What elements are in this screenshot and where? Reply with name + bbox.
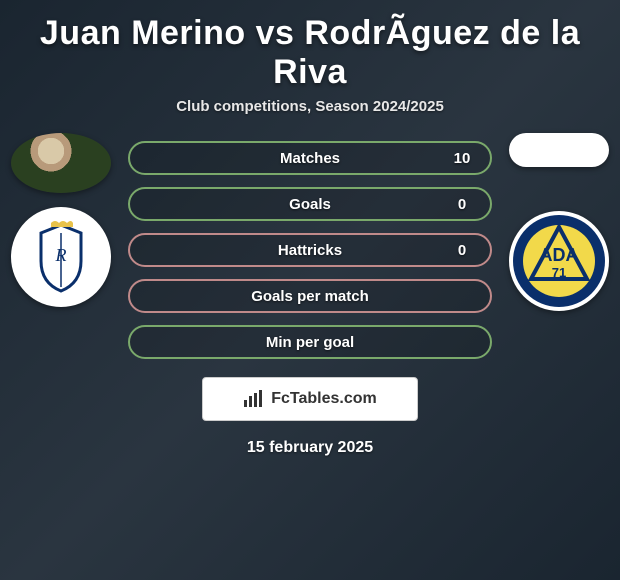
player-right-avatar (509, 133, 609, 167)
comparison-date: 15 february 2025 (0, 439, 620, 457)
player-right-club-badge: ADA 71 (509, 211, 609, 311)
stat-row-goals: Goals0 (128, 187, 492, 221)
player-left-club-badge: R (11, 207, 111, 307)
stat-row-goals-per-match: Goals per match (128, 279, 492, 313)
stat-row-hattricks: Hattricks0 (128, 233, 492, 267)
comparison-panel: R Matches10Goals0Hattricks0Goals per mat… (0, 133, 620, 359)
stat-right-value: 0 (434, 242, 490, 259)
stat-label: Goals per match (186, 288, 434, 305)
stat-label: Min per goal (186, 334, 434, 351)
club-right-icon: ADA 71 (511, 213, 607, 309)
left-side: R (6, 133, 116, 307)
stat-row-matches: Matches10 (128, 141, 492, 175)
stat-label: Hattricks (186, 242, 434, 259)
page-title: Juan Merino vs RodrÃ­guez de la Riva (0, 0, 620, 98)
stat-label: Matches (186, 150, 434, 167)
stats-column: Matches10Goals0Hattricks0Goals per match… (128, 133, 492, 359)
crown-icon (51, 221, 73, 227)
stat-right-value: 10 (434, 150, 490, 167)
stat-row-min-per-goal: Min per goal (128, 325, 492, 359)
brand-watermark: FcTables.com (202, 377, 418, 421)
badge-text: ADA (540, 245, 579, 265)
bar-chart-icon (243, 390, 265, 408)
stat-right-value: 0 (434, 196, 490, 213)
badge-subtext: 71 (552, 265, 566, 280)
page-subtitle: Club competitions, Season 2024/2025 (0, 98, 620, 133)
right-side: ADA 71 (504, 133, 614, 311)
brand-label: FcTables.com (271, 390, 377, 408)
stat-label: Goals (186, 196, 434, 213)
shield-icon: R (21, 217, 101, 297)
player-left-avatar (11, 133, 111, 193)
